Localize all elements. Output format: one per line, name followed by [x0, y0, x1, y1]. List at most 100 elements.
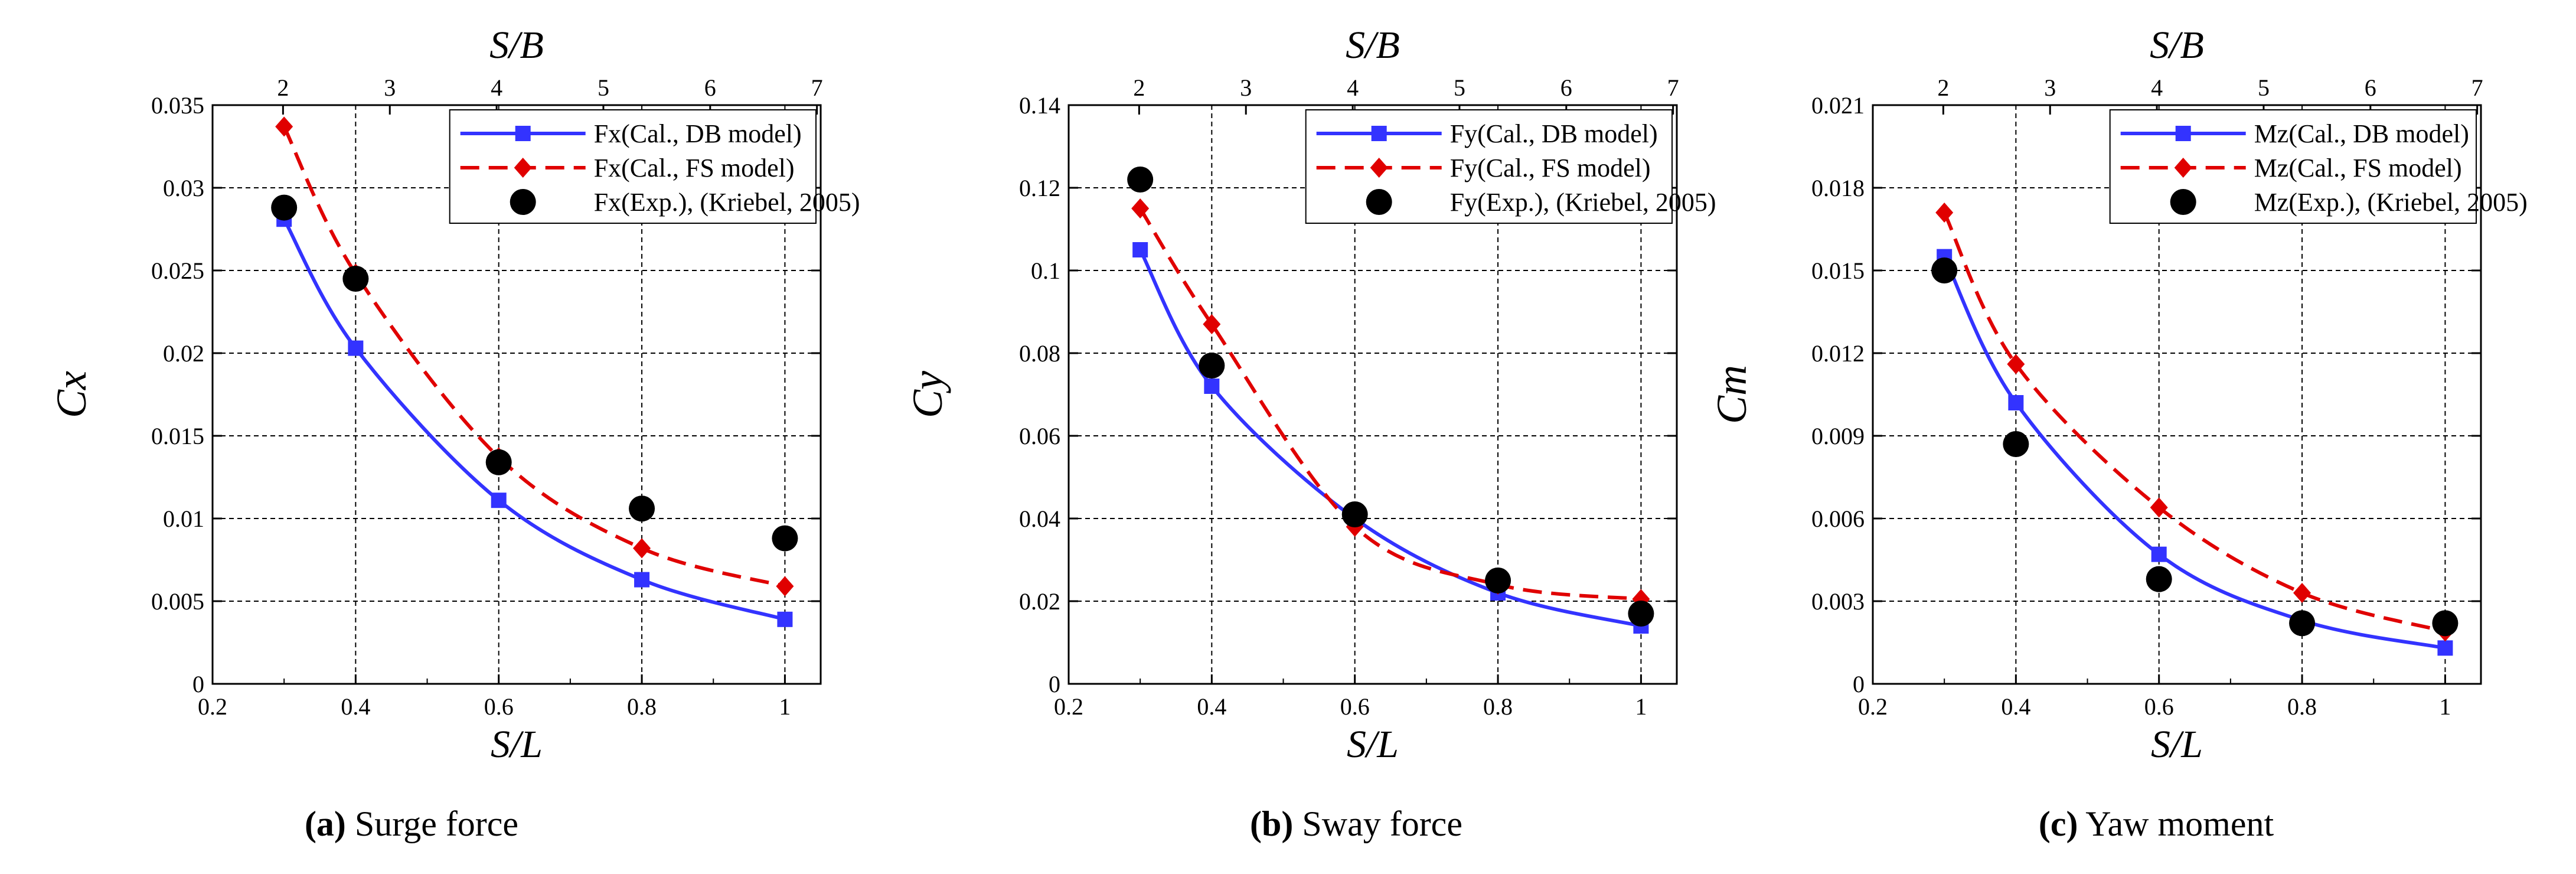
y-tick-label: 0.02: [163, 340, 204, 367]
top-tick-label: 7: [811, 74, 823, 101]
legend-marker-circle: [2170, 189, 2196, 215]
y-tick-label: 0.006: [1811, 506, 1865, 532]
x-tick-label: 0.2: [198, 693, 227, 720]
data-point-circle: [1931, 257, 1958, 283]
x-tick-label: 0.8: [2287, 693, 2317, 720]
legend-label: Fx(Cal., FS model): [594, 154, 795, 182]
x-tick-label: 0.4: [341, 693, 370, 720]
series-db-model: [1132, 242, 1649, 634]
legend-marker-square: [515, 126, 531, 141]
top-axis-title: S/B: [2150, 24, 2204, 67]
x-tick-label: 0.6: [2144, 693, 2174, 720]
legend-marker-circle: [510, 189, 536, 215]
data-point-circle: [629, 495, 655, 522]
data-point-circle: [772, 525, 798, 552]
top-tick-label: 6: [2365, 74, 2376, 101]
y-tick-label: 0.025: [151, 257, 204, 284]
plot-frame: [1067, 104, 1678, 685]
y-tick-label: 0.021: [1811, 92, 1865, 119]
caption-text: Yaw moment: [2078, 804, 2274, 843]
legend-box: [449, 109, 817, 224]
top-tick-label: 3: [2044, 74, 2056, 101]
x-axis-title: S/L: [2151, 723, 2203, 766]
y-tick-label: 0.003: [1811, 588, 1865, 615]
data-point-circle: [1127, 167, 1154, 193]
y-tick-label: 0.015: [1811, 257, 1865, 284]
y-tick-label: 0.1: [1031, 257, 1060, 284]
y-tick-label: 0.12: [1019, 175, 1060, 201]
grid: [1069, 105, 1677, 684]
series-fs-model: [1131, 198, 1650, 609]
x-tick-label: 0.4: [2001, 693, 2030, 720]
x-tick-label: 0.8: [1483, 693, 1513, 720]
data-point-circle: [485, 449, 512, 475]
y-tick-label: 0.035: [151, 92, 204, 119]
legend-label: Mz(Cal., DB model): [2254, 119, 2469, 148]
data-point-square: [491, 493, 507, 508]
data-point-circle: [2432, 610, 2459, 637]
legend-marker-diamond: [2174, 158, 2192, 178]
top-tick-label: 5: [1454, 74, 1465, 101]
y-tick-label: 0.14: [1019, 92, 1060, 119]
plot-frame: [211, 104, 822, 685]
data-point-diamond: [2150, 497, 2168, 518]
data-point-circle: [342, 266, 369, 292]
figure-caption: (c) Yaw moment: [2039, 804, 2274, 843]
caption-text: Surge force: [346, 804, 518, 843]
legend-marker-circle: [1366, 189, 1392, 215]
y-axis-title: Cy: [904, 371, 951, 418]
top-tick-label: 4: [1347, 74, 1359, 101]
data-point-circle: [2003, 431, 2029, 457]
y-tick-label: 0.08: [1019, 340, 1060, 367]
y-tick-label: 0.015: [151, 423, 204, 449]
caption-text: Sway force: [1293, 804, 1462, 843]
data-point-circle: [2289, 610, 2316, 637]
data-point-diamond: [776, 576, 794, 596]
data-point-diamond: [275, 116, 293, 137]
legend-label: Mz(Exp.), (Kriebel, 2005): [2254, 188, 2528, 217]
top-tick-label: 3: [384, 74, 396, 101]
top-tick-label: 4: [2151, 74, 2163, 101]
series-experiment: [1931, 257, 2459, 637]
data-point-diamond: [633, 538, 651, 559]
data-point-diamond: [1131, 198, 1150, 218]
caption-letter: (b): [1250, 804, 1293, 843]
x-tick-label: 1: [2439, 693, 2451, 720]
data-point-circle: [1199, 353, 1225, 379]
top-tick-label: 7: [2471, 74, 2483, 101]
data-point-square: [2151, 546, 2167, 562]
data-point-diamond: [1935, 203, 1954, 223]
data-point-circle: [1341, 501, 1368, 527]
y-tick-label: 0.01: [163, 506, 204, 532]
data-point-square: [348, 340, 364, 356]
data-point-diamond: [2007, 354, 2025, 374]
legend-label: Fy(Cal., FS model): [1450, 154, 1651, 182]
data-point-square: [1204, 379, 1220, 394]
y-tick-label: 0.02: [1019, 588, 1060, 615]
series-experiment: [271, 194, 798, 552]
series-experiment: [1127, 167, 1654, 627]
series-db-model: [276, 211, 793, 627]
chart-panel-c: 0.2 0.4 0.6 0.8 1 0 0.003 0.006 0.009 0.012 0.015 0…: [1708, 24, 2528, 843]
caption-letter: (a): [305, 804, 346, 843]
y-tick-label: 0.005: [151, 588, 204, 615]
figure-caption: (b) Sway force: [1250, 804, 1462, 843]
chart-panel-b: 0.2 0.4 0.6 0.8 1 0 0.02 0.04 0.06 0.08 0.1 0.12 0.1…: [904, 24, 1716, 843]
chart-panel-a: 0.2 0.4 0.6 0.8 1 0 0.005 0.01 0.015 0.02 0.025 0.0…: [48, 24, 860, 843]
legend-label: Fx(Cal., DB model): [594, 119, 802, 148]
data-point-circle: [1628, 601, 1654, 627]
legend-label: Mz(Cal., FS model): [2254, 154, 2462, 182]
top-tick-label: 6: [1560, 74, 1572, 101]
y-tick-label: 0: [1853, 671, 1865, 697]
top-tick-label: 2: [1937, 74, 1949, 101]
top-tick-label: 6: [704, 74, 716, 101]
x-tick-label: 0.8: [627, 693, 657, 720]
data-point-square: [634, 572, 650, 588]
y-tick-label: 0: [1049, 671, 1060, 697]
legend-label: Fy(Exp.), (Kriebel, 2005): [1450, 188, 1716, 217]
top-axis-title: S/B: [489, 24, 544, 67]
series-line: [1942, 211, 2446, 634]
series-line: [1138, 249, 1642, 628]
top-axis-title: S/B: [1346, 24, 1400, 67]
